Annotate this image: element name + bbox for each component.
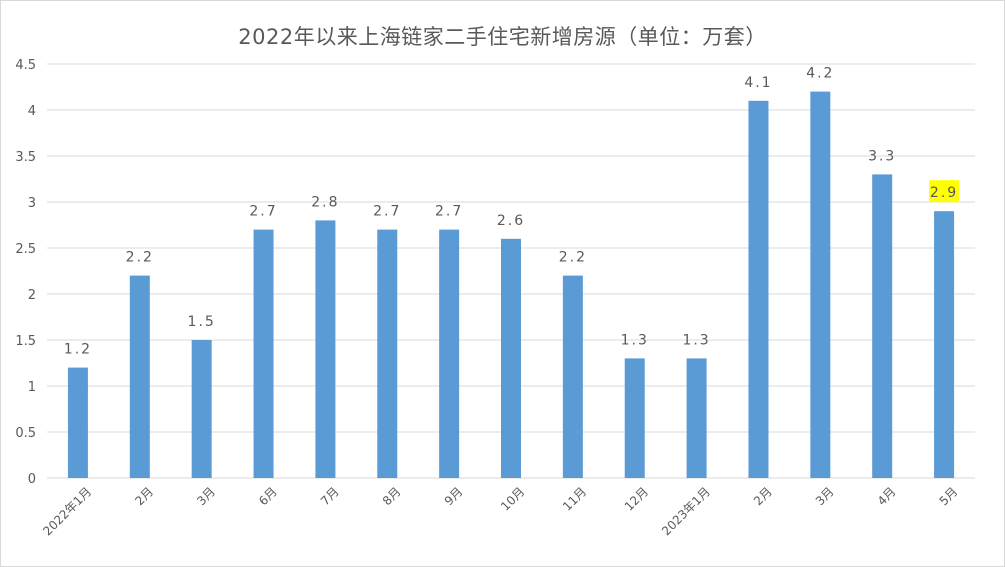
- bar: [439, 229, 460, 478]
- y-tick-label: 1.5: [15, 334, 36, 349]
- x-tick-label: 2023年1月: [659, 484, 713, 538]
- bar: [191, 340, 212, 478]
- x-tick-label: 2月: [132, 484, 156, 508]
- bar: [934, 211, 955, 478]
- y-tick-label: 0: [28, 472, 36, 487]
- data-label: 4.1: [744, 75, 772, 91]
- x-tick-label: 5月: [937, 484, 961, 508]
- bar: [315, 220, 336, 478]
- data-label: 2.8: [311, 194, 339, 210]
- x-tick-label: 8月: [380, 484, 404, 508]
- data-label: 2.2: [126, 250, 154, 266]
- y-tick-label: 3.5: [15, 150, 36, 165]
- x-tick-label: 6月: [256, 484, 280, 508]
- x-tick-label: 3月: [813, 484, 837, 508]
- bar: [129, 275, 150, 478]
- y-tick-label: 3: [28, 196, 36, 211]
- bar: [748, 100, 769, 479]
- bar: [501, 238, 521, 478]
- data-label: 4.2: [806, 66, 834, 82]
- x-tick-label: 2月: [751, 484, 775, 508]
- bar: [872, 174, 893, 478]
- x-tick-label: 10月: [498, 484, 527, 513]
- x-tick-label: 4月: [875, 484, 899, 508]
- data-label: 1.5: [188, 314, 216, 330]
- y-tick-label: 4.5: [15, 58, 36, 73]
- data-label: 2.2: [559, 250, 587, 266]
- data-label-highlight: [929, 180, 960, 203]
- data-label: 2.7: [249, 204, 277, 220]
- data-label: 3.3: [868, 148, 896, 164]
- bar: [624, 358, 645, 478]
- x-tick-label: 7月: [318, 484, 342, 508]
- data-label: 2.7: [373, 204, 401, 220]
- bar: [686, 358, 707, 478]
- bar: [253, 229, 274, 478]
- x-tick-label: 12月: [622, 484, 651, 513]
- bar: [810, 91, 831, 478]
- data-label: 2.9: [930, 185, 958, 201]
- bar: [67, 367, 88, 478]
- y-tick-label: 2.5: [15, 242, 36, 257]
- x-tick-label: 2022年1月: [40, 484, 94, 538]
- chart-title: 2022年以来上海链家二手住宅新增房源（单位：万套）: [238, 25, 767, 49]
- y-tick-label: 0.5: [15, 426, 36, 441]
- y-tick-label: 1: [28, 380, 36, 395]
- y-tick-label: 4: [28, 104, 36, 119]
- data-label: 2.7: [435, 204, 463, 220]
- bar: [562, 275, 583, 478]
- y-tick-label: 2: [28, 288, 36, 303]
- data-label: 1.2: [64, 342, 92, 358]
- bar: [377, 229, 398, 478]
- x-tick-label: 3月: [194, 484, 218, 508]
- x-tick-label: 11月: [560, 484, 589, 513]
- data-label: 1.3: [682, 332, 710, 348]
- data-label: 1.3: [621, 332, 649, 348]
- x-tick-label: 9月: [442, 484, 466, 508]
- data-label: 2.6: [497, 213, 525, 229]
